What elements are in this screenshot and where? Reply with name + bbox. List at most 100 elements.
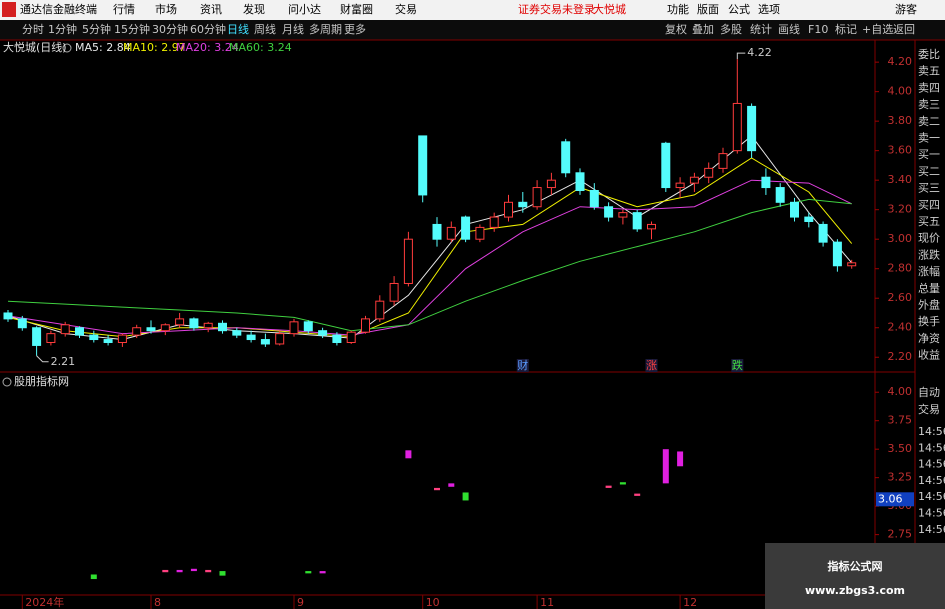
- period-button[interactable]: 日线: [227, 22, 249, 36]
- candle-body: [32, 327, 42, 346]
- quote-label: 买四: [918, 198, 940, 211]
- panel-icon: [2, 377, 12, 387]
- menu-item[interactable]: 选项: [758, 3, 780, 16]
- menu-item[interactable]: 资讯: [200, 3, 222, 16]
- candle-body: [546, 179, 556, 189]
- tool-button[interactable]: +自选: [862, 23, 893, 36]
- candle-body: [318, 330, 328, 336]
- menu-item[interactable]: 问小达: [288, 3, 321, 16]
- candle-body: [804, 216, 814, 222]
- y-tick-label: 2.40: [888, 321, 913, 334]
- candle-body: [589, 190, 599, 208]
- indicator-bar: [462, 492, 469, 501]
- candle-body: [446, 226, 456, 240]
- y-tick-label: 4.00: [888, 85, 913, 98]
- indicator-bar: [677, 451, 684, 467]
- menu-bar: [0, 0, 945, 20]
- tool-button[interactable]: F10: [808, 23, 828, 36]
- quote-label: 现价: [918, 232, 940, 245]
- period-button[interactable]: 月线: [282, 22, 304, 36]
- watermark-url: www.zbgs3.com: [805, 584, 905, 597]
- candle-body: [647, 223, 656, 230]
- candle-body: [160, 324, 170, 332]
- tool-button[interactable]: 画线: [778, 22, 800, 36]
- low-label: 2.21: [51, 355, 76, 368]
- indicator-bar: [662, 449, 669, 484]
- candle-body: [790, 201, 799, 218]
- candle-body: [489, 216, 499, 228]
- watermark-name: 指标公式网: [828, 559, 883, 573]
- y-tick-label: 4.00: [888, 385, 913, 398]
- candle-body: [847, 262, 857, 267]
- candle-body: [218, 322, 227, 332]
- candle-body: [103, 339, 113, 343]
- tool-button[interactable]: 返回: [893, 23, 915, 36]
- tool-button[interactable]: 统计: [750, 23, 772, 36]
- menu-item[interactable]: 发现: [243, 2, 265, 16]
- period-button[interactable]: 分时: [22, 23, 44, 36]
- quote-label: 总量: [918, 281, 940, 295]
- candle-body: [403, 238, 413, 284]
- signal-box: [645, 359, 658, 372]
- period-button[interactable]: 多周期: [309, 22, 342, 36]
- menu-item[interactable]: 财富圈: [340, 2, 373, 16]
- current-value-box: [876, 492, 914, 507]
- indicator-bar: [190, 568, 197, 572]
- candle-body: [661, 142, 671, 189]
- trade-time: 14:56: [918, 458, 945, 471]
- tool-button[interactable]: 复权: [665, 22, 687, 36]
- trade-time: 14:56: [918, 490, 945, 503]
- quote-label: 买三: [918, 182, 940, 195]
- tool-button[interactable]: 标记: [835, 22, 857, 36]
- y-tick-label: 2.20: [888, 350, 913, 363]
- menu-item[interactable]: 公式: [728, 3, 750, 16]
- legend-entry: MA60: 3.24: [229, 41, 292, 54]
- menu-item[interactable]: 行情: [113, 3, 135, 16]
- trade-time: 14:56: [918, 425, 945, 438]
- menu-item[interactable]: 功能: [667, 2, 689, 16]
- x-tick-label: 11: [540, 596, 554, 609]
- y-tick-label: 3.80: [888, 114, 913, 127]
- low-marker: [36, 355, 49, 363]
- app-name: 通达信金融终端: [20, 2, 97, 16]
- tool-button[interactable]: 多股: [720, 22, 742, 36]
- signal-label: 财: [517, 358, 528, 372]
- period-button[interactable]: 周线: [254, 22, 276, 36]
- menu-item[interactable]: 交易: [395, 2, 417, 16]
- candle-body: [275, 333, 285, 345]
- period-button[interactable]: 5分钟: [82, 22, 111, 36]
- menu-item[interactable]: 市场: [155, 2, 177, 16]
- y-tick-label: 3.60: [888, 144, 913, 157]
- legend-entry: MA20: 3.24: [176, 41, 239, 54]
- candle-body: [675, 182, 685, 189]
- chart-title: 大悦城(日线): [3, 40, 67, 54]
- candle-body: [75, 327, 84, 336]
- ma-line: [7, 198, 852, 332]
- indicator-bar: [305, 571, 312, 574]
- menu-item[interactable]: 版面: [697, 2, 719, 16]
- stock-name: 大悦城: [593, 2, 626, 16]
- signal-box: [516, 359, 529, 372]
- quote-label: 卖三: [918, 98, 940, 111]
- candle-body: [232, 330, 242, 336]
- period-button[interactable]: 更多: [344, 22, 366, 36]
- login-status: 证券交易未登录: [518, 2, 595, 16]
- high-label: 4.22: [747, 46, 772, 59]
- candle-body: [175, 318, 185, 326]
- period-button[interactable]: 60分钟: [190, 22, 226, 36]
- candle-body: [346, 331, 356, 343]
- trade-time: 14:56: [918, 523, 945, 536]
- x-tick-label: 9: [297, 596, 304, 609]
- indicator-bar: [162, 569, 169, 573]
- period-button[interactable]: 30分钟: [152, 22, 188, 36]
- panel-label: 交易: [918, 402, 940, 416]
- high-marker: [736, 52, 746, 60]
- candle-body: [704, 167, 714, 178]
- candle-body: [361, 318, 370, 333]
- period-button[interactable]: 15分钟: [114, 22, 150, 36]
- indicator-bar: [619, 482, 626, 485]
- tool-button[interactable]: 叠加: [692, 23, 714, 36]
- period-button[interactable]: 1分钟: [48, 22, 77, 36]
